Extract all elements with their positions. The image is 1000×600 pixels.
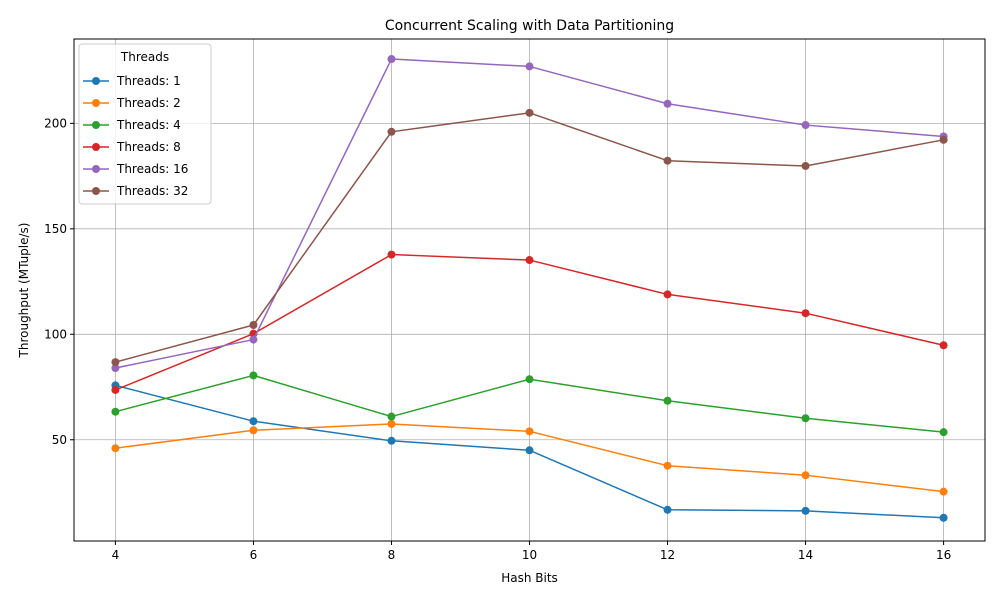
data-point: [939, 487, 948, 496]
y-tick-label: 100: [44, 327, 67, 341]
data-point: [801, 506, 810, 515]
data-point: [249, 417, 258, 426]
legend-title: Threads: [120, 50, 169, 64]
legend-marker: [92, 143, 100, 151]
x-tick-label: 14: [798, 548, 813, 562]
legend-marker: [92, 165, 100, 173]
series-4: [111, 250, 948, 394]
data-point: [387, 250, 396, 259]
legend-label: Threads: 4: [116, 118, 181, 132]
data-point: [525, 427, 534, 436]
data-point: [663, 461, 672, 470]
data-point: [525, 256, 534, 265]
data-point: [387, 127, 396, 136]
chart-title: Concurrent Scaling with Data Partitionin…: [385, 18, 674, 34]
data-point: [939, 513, 948, 522]
legend-entry: Threads: 16: [83, 162, 188, 176]
data-point: [663, 396, 672, 405]
legend-marker: [92, 77, 100, 85]
data-point: [525, 108, 534, 117]
data-point: [111, 358, 120, 367]
data-point: [387, 55, 396, 64]
data-point: [663, 99, 672, 108]
data-point: [387, 436, 396, 445]
legend-label: Threads: 2: [116, 96, 181, 110]
legend-box: [78, 43, 212, 205]
series-2: [111, 419, 948, 496]
y-tick-label: 200: [44, 116, 67, 130]
data-point: [249, 371, 258, 380]
data-point: [801, 471, 810, 480]
data-point: [387, 412, 396, 421]
data-point: [801, 414, 810, 423]
legend-entry: Threads: 1: [83, 74, 181, 88]
legend-entry: Threads: 32: [83, 184, 188, 198]
legend-label: Threads: 16: [116, 162, 188, 176]
data-point: [525, 446, 534, 455]
data-point: [801, 121, 810, 130]
series-5: [111, 55, 948, 373]
y-tick-label: 150: [44, 222, 67, 236]
data-point: [387, 419, 396, 428]
x-tick-label: 12: [660, 548, 675, 562]
series-6: [111, 108, 948, 367]
data-point: [663, 505, 672, 514]
data-point: [249, 321, 258, 330]
data-point: [111, 407, 120, 416]
x-tick-label: 10: [522, 548, 537, 562]
legend-marker: [92, 99, 100, 107]
data-point: [663, 290, 672, 299]
series-layer: [111, 55, 948, 522]
data-point: [939, 428, 948, 437]
data-point: [111, 385, 120, 394]
legend-entry: Threads: 8: [83, 140, 181, 154]
legend-label: Threads: 1: [116, 74, 181, 88]
x-tick-label: 8: [388, 548, 396, 562]
x-tick-label: 6: [250, 548, 258, 562]
data-point: [939, 135, 948, 144]
data-point: [801, 161, 810, 170]
ticks: 4 6 8 10 12 14 16 50 100 150 200: [44, 116, 951, 562]
y-axis-label: Throughput (MTuple/s): [17, 223, 31, 359]
data-point: [663, 156, 672, 165]
data-point: [939, 341, 948, 350]
legend-label: Threads: 32: [116, 184, 188, 198]
legend-label: Threads: 8: [116, 140, 181, 154]
legend-items: Threads: 1 Threads: 2 Threads: 4 Threads: 8…: [83, 74, 188, 198]
data-point: [525, 62, 534, 71]
legend-marker: [92, 121, 100, 129]
data-point: [249, 335, 258, 344]
y-tick-label: 50: [52, 433, 67, 447]
data-point: [111, 364, 120, 373]
legend-entry: Threads: 2: [83, 96, 181, 110]
x-tick-label: 16: [936, 548, 951, 562]
series-3: [111, 371, 948, 437]
data-point: [111, 444, 120, 453]
legend-entry: Threads: 4: [83, 118, 181, 132]
data-point: [525, 375, 534, 384]
legend-marker: [92, 187, 100, 195]
x-tick-label: 4: [112, 548, 120, 562]
data-point: [249, 426, 258, 435]
data-point: [801, 309, 810, 318]
x-axis-label: Hash Bits: [501, 571, 558, 585]
